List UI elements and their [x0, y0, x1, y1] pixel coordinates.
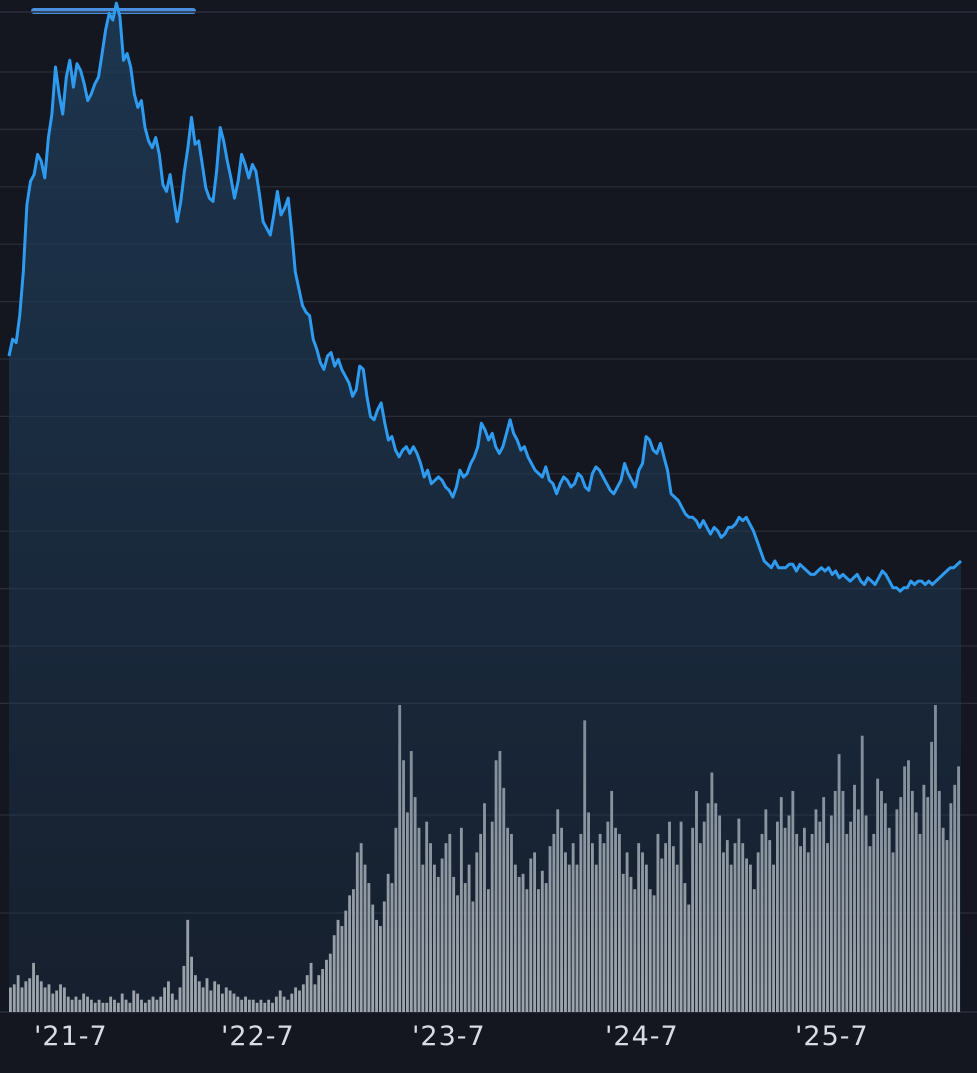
x-axis: '21-7 '22-7 '23-7 '24-7 '25-7	[34, 1021, 869, 1052]
x-tick-label: '24-7	[605, 1021, 679, 1052]
x-tick-label: '23-7	[412, 1021, 486, 1052]
x-tick-label: '22-7	[221, 1021, 295, 1052]
price-area-fill	[9, 3, 961, 1012]
price-line	[7, 1, 963, 593]
x-tick-label: '21-7	[34, 1021, 108, 1052]
price-area	[7, 1, 963, 1012]
x-tick-label: '25-7	[795, 1021, 869, 1052]
